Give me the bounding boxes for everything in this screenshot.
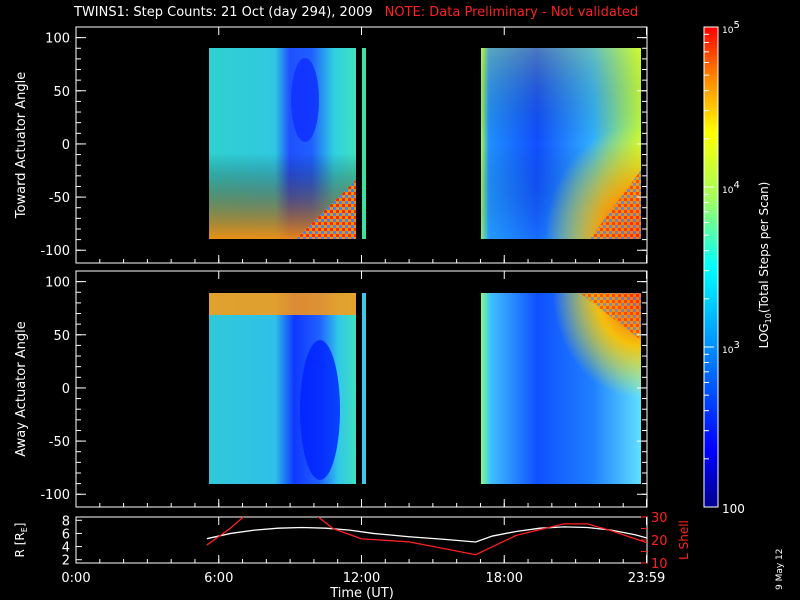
away-block-noon bbox=[362, 293, 366, 484]
lshell-tick-label: 20 bbox=[651, 534, 668, 549]
orbit-lines bbox=[206, 517, 647, 556]
colorbar-tick-base: 10 bbox=[722, 346, 734, 356]
lshell-series-line bbox=[206, 517, 647, 556]
away-axes: 100 50 0 -50 -100 bbox=[40, 276, 647, 503]
colorbar-tick-base: 10 bbox=[722, 26, 734, 36]
ytick-label: -100 bbox=[40, 244, 70, 259]
plot-title: TWINS1: Step Counts: 21 Oct (day 294), 2… bbox=[74, 5, 638, 20]
toward-depletion bbox=[291, 58, 319, 142]
colorbar-tick-exp: 3 bbox=[733, 340, 739, 351]
ytick-label: 0 bbox=[62, 382, 70, 397]
ytick-label: 50 bbox=[53, 85, 70, 100]
r-tick-label: 6 bbox=[62, 527, 70, 542]
colorbar-label-rest: (Total Steps per Scan) bbox=[757, 182, 771, 314]
orbit-ylabel-left: R [RE] bbox=[13, 523, 29, 558]
colorbar-tick-label: 100 bbox=[722, 502, 745, 516]
away-block-morning-top bbox=[209, 293, 356, 315]
ytick-label: 100 bbox=[45, 32, 70, 47]
colorbar-tick-label: 104 bbox=[722, 180, 740, 196]
toward-panel bbox=[209, 48, 641, 239]
xtick-label: 0:00 bbox=[61, 571, 90, 586]
colorbar-gradient bbox=[703, 26, 719, 508]
date-stamp: 9 May 12 bbox=[775, 548, 785, 590]
away-depletion bbox=[300, 340, 340, 480]
colorbar-label-log: LOG bbox=[757, 323, 771, 348]
r-series-line bbox=[206, 526, 647, 543]
colorbar-tick-exp: 5 bbox=[733, 20, 739, 31]
toward-axes: 100 50 0 -50 -100 bbox=[40, 32, 647, 259]
away-ylabel: Away Actuator Angle bbox=[14, 321, 29, 456]
xtick-label: 6:00 bbox=[204, 571, 233, 586]
time-axis: 0:00 6:00 12:00 18:00 23:59 bbox=[61, 27, 665, 586]
colorbar-tick-label: 105 bbox=[722, 20, 740, 36]
ytick-label: -50 bbox=[49, 435, 70, 450]
colorbar-label-sub: 10 bbox=[764, 313, 773, 323]
toward-block-noon bbox=[362, 48, 366, 239]
colorbar-tick-exp: 4 bbox=[733, 180, 739, 191]
title-note: NOTE: Data Preliminary - Not validated bbox=[384, 5, 639, 20]
ytick-label: 50 bbox=[53, 329, 70, 344]
ytick-label: -50 bbox=[49, 191, 70, 206]
lshell-tick-label: 30 bbox=[651, 511, 668, 526]
lshell-tick-label: 10 bbox=[651, 557, 668, 572]
away-hot-checker bbox=[580, 293, 641, 340]
colorbar-tick-value: 100 bbox=[722, 502, 745, 516]
time-axis-label: Time (UT) bbox=[329, 586, 394, 600]
r-label: R [R bbox=[13, 532, 27, 557]
r-tick-label: 8 bbox=[62, 514, 70, 529]
ytick-label: 100 bbox=[45, 276, 70, 291]
xtick-label: 23:59 bbox=[628, 571, 665, 586]
xtick-label: 18:00 bbox=[486, 571, 523, 586]
r-tick-label: 4 bbox=[62, 541, 70, 556]
r-label-sub: E bbox=[20, 527, 29, 532]
colorbar-tick-base: 10 bbox=[722, 186, 734, 196]
ytick-label: 0 bbox=[62, 138, 70, 153]
orbit-ylabel-right: L Shell bbox=[677, 520, 691, 560]
xtick-label: 12:00 bbox=[343, 571, 380, 586]
colorbar-label: LOG10(Total Steps per Scan) bbox=[757, 182, 773, 349]
title-main: TWINS1: Step Counts: 21 Oct (day 294), 2… bbox=[74, 5, 373, 20]
away-panel bbox=[209, 293, 641, 484]
toward-ylabel: Toward Actuator Angle bbox=[14, 72, 29, 219]
r-tick-label: 2 bbox=[62, 554, 70, 569]
toward-hot-corner bbox=[296, 180, 356, 239]
r-label-close: ] bbox=[13, 523, 27, 528]
ytick-label: -100 bbox=[40, 488, 70, 503]
colorbar-tick-label: 103 bbox=[722, 340, 740, 356]
toward-hot-checker bbox=[590, 170, 641, 239]
away-block-evening-hot bbox=[481, 293, 641, 484]
